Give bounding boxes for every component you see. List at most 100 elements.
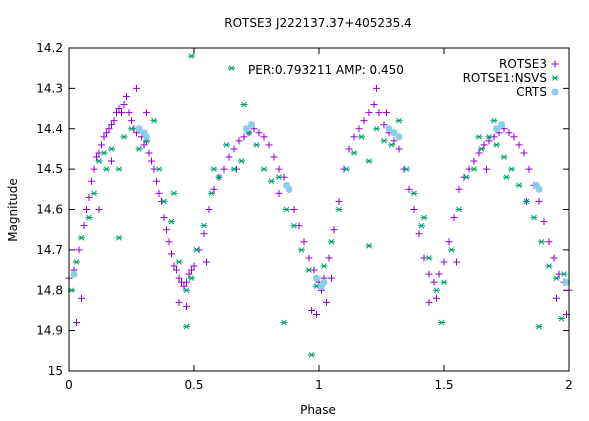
data-point: [108, 146, 115, 152]
data-point: [228, 65, 235, 71]
data-point: [560, 271, 568, 277]
data-point: [463, 174, 470, 181]
data-point: [128, 117, 135, 125]
data-point: [253, 142, 260, 148]
data-point: [453, 258, 460, 266]
data-point: [135, 125, 143, 133]
data-point: [500, 154, 508, 160]
period-amplitude-annotation: PER:0.793211 AMP: 0.450: [248, 63, 404, 77]
data-point: [298, 247, 305, 253]
data-point: [230, 145, 238, 153]
data-point: [290, 206, 298, 213]
data-point: [83, 206, 90, 213]
data-point: [373, 84, 380, 92]
data-point: [523, 198, 530, 205]
data-point: [235, 137, 243, 145]
data-point: [188, 53, 195, 59]
data-point: [425, 270, 433, 278]
data-point: [545, 263, 553, 269]
data-point: [425, 255, 433, 261]
data-point: [123, 92, 130, 100]
data-point: [238, 158, 245, 164]
data-point: [433, 294, 440, 302]
data-point: [535, 197, 543, 205]
x-tick-label: 1: [315, 378, 323, 392]
data-point: [268, 178, 275, 185]
data-point: [225, 153, 233, 161]
data-point: [320, 278, 328, 286]
data-point: [355, 125, 363, 133]
data-point: [208, 190, 215, 197]
data-point: [155, 189, 163, 197]
data-point: [365, 109, 373, 117]
x-tick-label: 0.5: [184, 378, 203, 392]
data-point: [165, 238, 173, 246]
data-point: [360, 117, 368, 125]
plot-frame: [68, 47, 570, 372]
data-point: [350, 150, 358, 156]
data-point: [305, 267, 313, 273]
data-point: [420, 214, 428, 221]
data-point: [118, 109, 125, 117]
data-point: [418, 222, 425, 229]
data-point: [365, 158, 373, 164]
data-point: [168, 218, 175, 225]
data-point: [440, 279, 448, 285]
data-point: [395, 117, 403, 124]
data-point: [105, 125, 113, 133]
data-point: [100, 133, 108, 141]
y-tick-label: 14.9: [36, 324, 63, 338]
data-point: [435, 270, 443, 278]
data-point: [325, 254, 333, 262]
data-point: [160, 214, 168, 222]
data-point: [313, 274, 320, 282]
data-point: [430, 278, 438, 286]
data-point: [538, 238, 545, 245]
legend-label: ROTSE3: [499, 57, 547, 71]
data-points: [65, 53, 573, 358]
legend-marker: [551, 88, 559, 96]
data-point: [475, 149, 483, 157]
data-point: [70, 270, 78, 278]
data-point: [535, 323, 543, 330]
y-tick-label: 14.5: [36, 162, 63, 176]
data-point: [260, 133, 268, 141]
data-point: [260, 166, 268, 172]
data-point: [283, 206, 290, 213]
data-point: [275, 174, 283, 181]
data-point: [525, 165, 533, 173]
data-point: [75, 246, 83, 254]
data-point: [275, 165, 283, 173]
data-point: [448, 247, 455, 253]
data-point: [85, 193, 93, 201]
data-point: [328, 238, 335, 245]
data-point: [440, 258, 448, 266]
data-point: [365, 243, 373, 249]
data-point: [95, 158, 103, 164]
data-point: [188, 275, 195, 281]
x-tick-label: 0: [65, 378, 73, 392]
data-point: [73, 259, 80, 265]
data-point: [335, 206, 343, 213]
data-point: [300, 238, 308, 246]
data-point: [220, 165, 228, 173]
data-point: [470, 166, 478, 172]
chart-title: ROTSE3 J222137.37+405235.4: [224, 16, 412, 30]
data-point: [240, 133, 248, 141]
data-point: [375, 109, 383, 117]
data-point: [160, 198, 168, 205]
data-point: [508, 166, 515, 172]
data-point: [553, 275, 560, 281]
data-point: [183, 323, 190, 330]
data-point: [170, 190, 178, 197]
data-point: [485, 134, 493, 140]
data-point: [100, 150, 108, 156]
data-point: [108, 157, 115, 165]
data-point: [388, 142, 395, 148]
data-point: [203, 258, 210, 266]
data-point: [390, 137, 398, 145]
data-point: [143, 109, 150, 117]
data-point: [115, 105, 123, 113]
